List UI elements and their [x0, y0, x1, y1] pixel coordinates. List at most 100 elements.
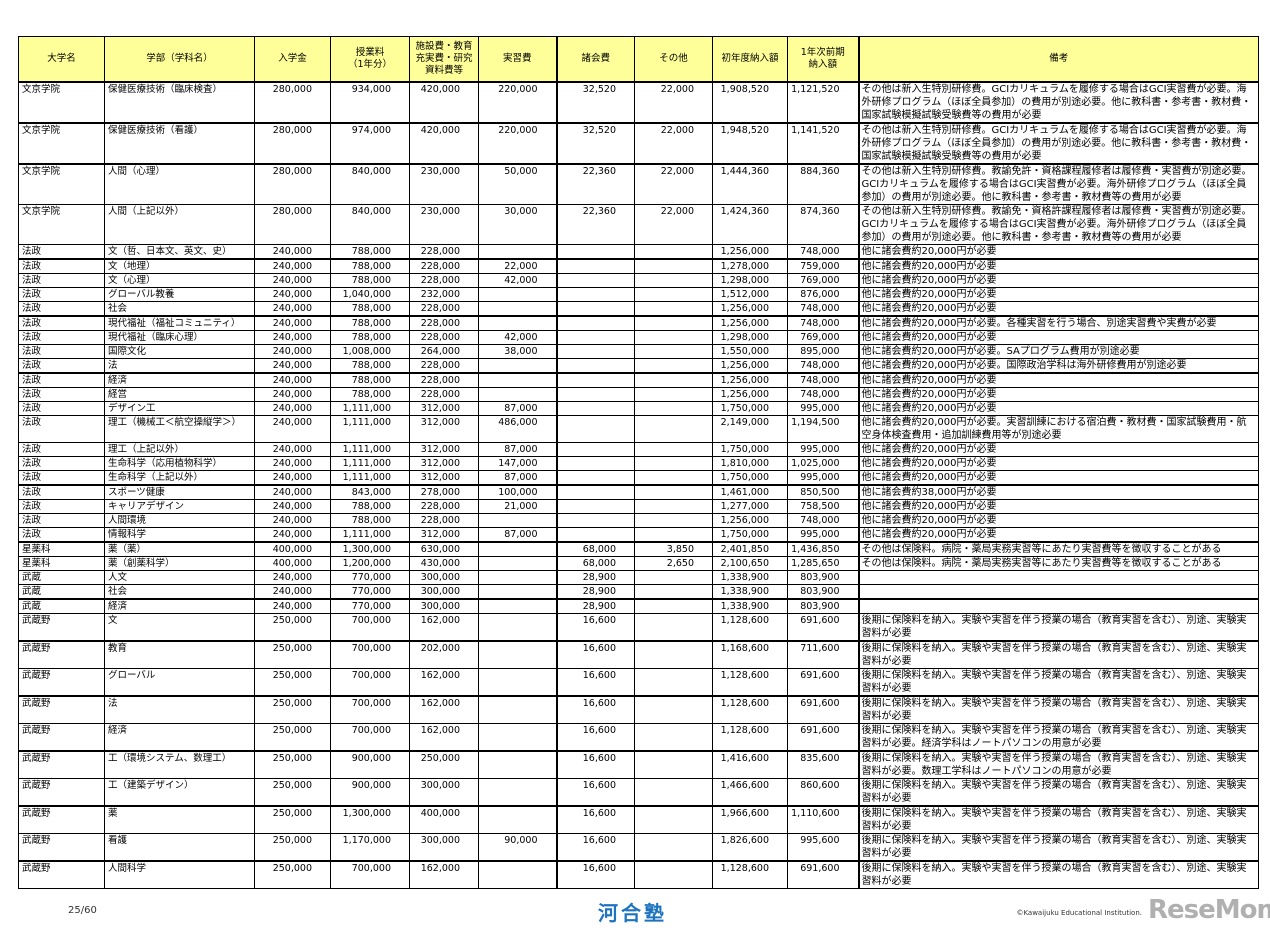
other-fee-cell [634, 442, 713, 457]
university-cell: 法政 [18, 315, 105, 331]
association-fee-cell: 16,600 [555, 613, 635, 642]
notes-cell: 後期に保険料を納入。実験や実習を伴う授業の場合（教育実習を含む）、別途、実験実習… [857, 668, 1259, 697]
first-term-total-cell: 748,000 [787, 372, 859, 388]
first-term-total-cell: 691,600 [787, 723, 859, 752]
first-year-total-cell: 1,256,000 [712, 244, 788, 260]
other-fee-cell: 22,000 [634, 122, 713, 165]
entrance-fee-cell: 240,000 [254, 584, 331, 600]
table-row: 法政 生命科学（応用植物科学） 240,000 1,111,000 312,000 147… [18, 456, 1259, 471]
first-year-total-cell: 1,256,000 [712, 358, 788, 374]
practice-fee-cell [478, 613, 557, 642]
first-term-total-cell: 748,000 [787, 358, 859, 374]
table-row: 武蔵野文 250,000 700,000 162,000 16,600 1,128,600… [18, 613, 1259, 642]
faculty-cell: キャリアデザイン [104, 499, 255, 514]
facility-fee-cell: 250,000 [409, 750, 479, 779]
university-cell: 法政 [18, 415, 105, 443]
first-term-total-cell: 850,500 [787, 484, 859, 500]
faculty-cell: 経済 [104, 372, 255, 388]
notes-cell: 他に諸会費約20,000円が必要 [857, 258, 1259, 274]
university-cell: 法政 [18, 442, 105, 457]
first-year-total-cell: 1,256,000 [712, 372, 788, 388]
entrance-fee-cell: 240,000 [254, 401, 331, 416]
first-year-total-cell: 1,461,000 [712, 484, 788, 500]
facility-fee-cell: 228,000 [409, 387, 479, 402]
association-fee-cell [555, 401, 635, 416]
university-cell: 武蔵野 [18, 640, 105, 669]
entrance-fee-cell: 250,000 [254, 668, 331, 697]
association-fee-cell [555, 344, 635, 359]
tuition-cell: 788,000 [330, 513, 410, 528]
other-fee-cell [634, 613, 713, 642]
tuition-cell: 1,111,000 [330, 401, 410, 416]
tuition-cell: 1,111,000 [330, 415, 410, 443]
first-year-total-cell: 1,512,000 [712, 287, 788, 302]
notes-cell: 他に諸会費約20,000円が必要 [857, 470, 1259, 486]
faculty-cell: 経済 [104, 598, 255, 614]
tuition-cell: 788,000 [330, 273, 410, 288]
first-year-total-cell: 1,550,000 [712, 344, 788, 359]
facility-fee-cell: 312,000 [409, 442, 479, 457]
first-year-total-cell: 1,826,600 [712, 833, 788, 862]
notes-cell: 他に諸会費約20,000円が必要 [857, 442, 1259, 457]
faculty-cell: 保健医療技術（臨床検査） [104, 81, 255, 124]
first-term-total-cell: 748,000 [787, 513, 859, 528]
notes-cell: 他に諸会費約20,000円が必要 [857, 330, 1259, 345]
faculty-cell: 人間科学 [104, 860, 255, 889]
table-row: 星薬科 薬（薬） 400,000 1,300,000 630,000 68,000 3,85… [18, 541, 1259, 557]
sheet: 大学名 学部（学科名） 入学金 授業料 （1年分） 施設費・教育 充実費・研究 資料費等… [18, 36, 1259, 889]
university-cell: 法政 [18, 258, 105, 274]
first-term-total-cell: 803,900 [787, 584, 859, 600]
faculty-cell: 理工（機械工＜航空操縦学＞） [104, 415, 255, 443]
practice-fee-cell [478, 805, 557, 834]
table-row: 武蔵 経済 240,000 770,000 300,000 28,900 1,338,900… [18, 598, 1259, 614]
first-year-total-cell: 1,128,600 [712, 613, 788, 642]
column-header: 実習費 [478, 36, 557, 83]
association-fee-cell [555, 387, 635, 402]
first-term-total-cell: 995,600 [787, 833, 859, 862]
first-term-total-cell: 1,141,520 [787, 122, 859, 165]
entrance-fee-cell: 250,000 [254, 833, 331, 862]
notes-cell: 他に諸会費約20,000円が必要 [857, 244, 1259, 260]
other-fee-cell: 2,650 [634, 556, 713, 571]
first-term-total-cell: 691,600 [787, 695, 859, 724]
tuition-cell: 900,000 [330, 750, 410, 779]
association-fee-cell [555, 442, 635, 457]
university-cell: 法政 [18, 527, 105, 543]
table-row: 星薬科 薬（創薬科学） 400,000 1,200,000 430,000 68,000 2… [18, 556, 1259, 571]
faculty-cell: グローバル [104, 668, 255, 697]
notes-cell: 後期に保険料を納入。実験や実習を伴う授業の場合（教育実習を含む）、別途、実験実習… [857, 860, 1259, 889]
faculty-cell: グローバル教養 [104, 287, 255, 302]
tuition-cell: 700,000 [330, 723, 410, 752]
table-row: 法政 デザイン工 240,000 1,111,000 312,000 87,000 1,75… [18, 401, 1259, 416]
association-fee-cell: 22,360 [555, 204, 635, 245]
facility-fee-cell: 264,000 [409, 344, 479, 359]
faculty-cell: 経営 [104, 387, 255, 402]
facility-fee-cell: 230,000 [409, 163, 479, 205]
entrance-fee-cell: 240,000 [254, 570, 331, 585]
other-fee-cell: 3,850 [634, 541, 713, 557]
first-year-total-cell: 2,401,850 [712, 541, 788, 557]
faculty-cell: 情報科学 [104, 527, 255, 543]
faculty-cell: 工（環境システム、数理工） [104, 750, 255, 779]
table-row: 武蔵野法 250,000 700,000 162,000 16,600 1,128,600… [18, 695, 1259, 724]
university-cell: 法政 [18, 499, 105, 514]
other-fee-cell [634, 833, 713, 862]
table-row: 法政 キャリアデザイン 240,000 788,000 228,000 21,000 1,2… [18, 499, 1259, 514]
notes-cell: 後期に保険料を納入。実験や実習を伴う授業の場合（教育実習を含む）、別途、実験実習… [857, 805, 1259, 834]
university-cell: 法政 [18, 513, 105, 528]
first-year-total-cell: 1,948,520 [712, 122, 788, 165]
other-fee-cell [634, 750, 713, 779]
facility-fee-cell: 162,000 [409, 695, 479, 724]
other-fee-cell [634, 358, 713, 374]
university-cell: 文京学院 [18, 122, 105, 165]
entrance-fee-cell: 400,000 [254, 556, 331, 571]
notes-cell: 他に諸会費約20,000円が必要。実習訓練における宿泊費・教材費・国家試験費用・… [857, 415, 1259, 443]
facility-fee-cell: 300,000 [409, 584, 479, 600]
other-fee-cell [634, 598, 713, 614]
tuition-cell: 788,000 [330, 301, 410, 317]
first-year-total-cell: 1,256,000 [712, 513, 788, 528]
other-fee-cell [634, 244, 713, 260]
university-cell: 武蔵野 [18, 778, 105, 807]
entrance-fee-cell: 280,000 [254, 122, 331, 165]
faculty-cell: 看護 [104, 833, 255, 862]
